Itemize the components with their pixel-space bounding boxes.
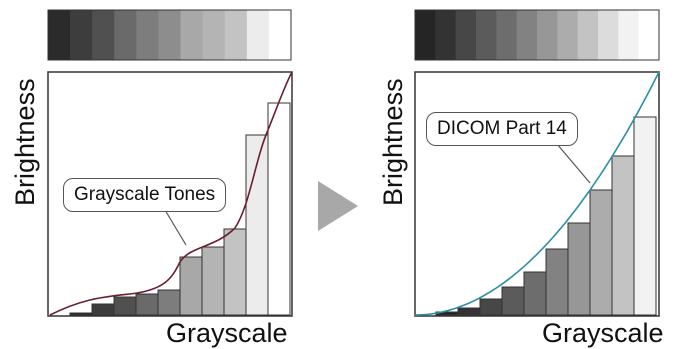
left-bar: [201, 246, 225, 316]
left-strip-swatch: [70, 10, 93, 60]
right-callout-pointer: [556, 143, 591, 184]
left-bars: [69, 102, 291, 316]
left-y-axis-label: Brightness: [10, 78, 40, 206]
right-strip-swatch: [537, 10, 558, 60]
left-grayscale-strip: [47, 9, 292, 61]
left-strip-swatch: [180, 10, 204, 60]
right-bar: [545, 248, 569, 316]
right-strip-swatch: [557, 10, 579, 60]
right-strip-swatch: [638, 10, 660, 60]
left-strip-swatch: [48, 10, 71, 60]
left-bar: [179, 256, 203, 316]
left-plot-frame: [47, 71, 293, 317]
left-strip-swatch: [158, 10, 181, 60]
right-strip-swatch: [415, 10, 436, 60]
left-strip-swatch: [114, 10, 137, 60]
left-brightness-curve: [49, 71, 293, 316]
left-strip-swatch: [92, 10, 115, 60]
left-bar: [113, 296, 137, 316]
right-bar: [457, 307, 481, 316]
left-chart: [47, 9, 293, 317]
right-strip-frame: [414, 9, 660, 61]
left-bar: [69, 312, 93, 316]
left-bar: [223, 228, 247, 316]
right-callout-label: DICOM Part 14: [426, 112, 578, 146]
left-bar: [135, 293, 159, 316]
left-strip-swatch: [136, 10, 159, 60]
right-bar: [523, 271, 547, 316]
left-strip-frame: [47, 9, 292, 61]
right-arrow-icon: [318, 181, 358, 231]
left-callout-pointer: [164, 209, 187, 246]
left-strip-swatch: [268, 10, 292, 60]
right-strip-swatch: [516, 10, 538, 60]
left-strip-swatch: [202, 10, 226, 60]
right-grayscale-strip: [414, 9, 660, 61]
left-panel: Brightness Grayscale Grayscale Tones: [0, 0, 300, 349]
right-strip-swatch: [455, 10, 477, 60]
right-strip-swatch: [496, 10, 518, 60]
right-bar: [633, 116, 657, 316]
right-y-axis-label: Brightness: [378, 78, 408, 206]
right-panel: Brightness Grayscale DICOM Part 14: [372, 0, 674, 349]
right-bar: [479, 298, 503, 316]
right-x-axis-label: Grayscale: [542, 318, 664, 348]
right-strip-swatch: [476, 10, 497, 60]
right-chart: [414, 9, 660, 317]
right-bar: [501, 286, 525, 316]
right-brightness-curve: [414, 71, 660, 316]
left-bar: [157, 289, 181, 316]
right-plot-frame: [414, 71, 660, 317]
left-bar: [91, 303, 115, 316]
right-bar: [567, 222, 591, 316]
right-bar: [589, 189, 613, 316]
right-bars: [435, 116, 657, 316]
right-strip-swatch: [435, 10, 457, 60]
left-strip-swatch: [246, 10, 270, 60]
right-strip-swatch: [618, 10, 640, 60]
left-bar: [267, 102, 291, 316]
left-x-axis-label: Grayscale: [166, 318, 288, 348]
left-callout-label: Grayscale Tones: [63, 178, 227, 212]
right-strip-swatch: [577, 10, 599, 60]
left-strip-swatch: [224, 10, 248, 60]
right-bar: [611, 155, 635, 316]
right-strip-swatch: [598, 10, 619, 60]
